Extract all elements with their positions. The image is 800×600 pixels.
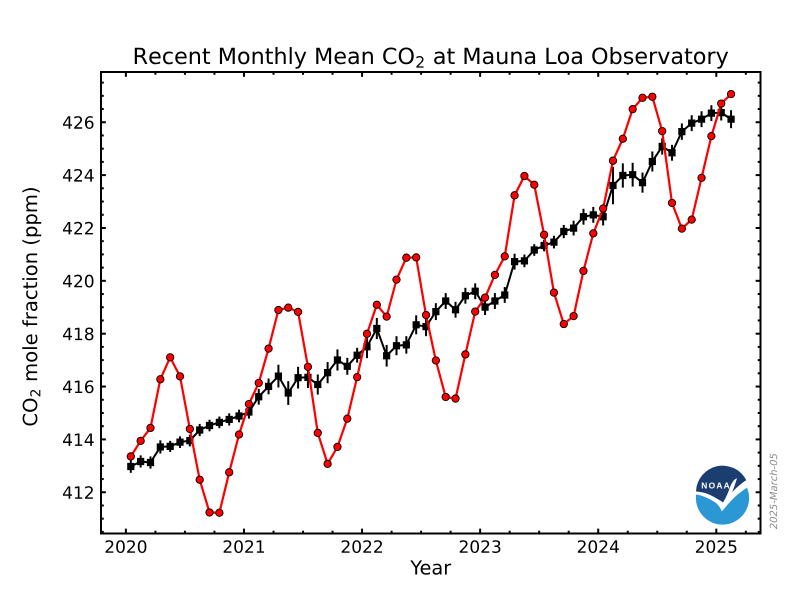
svg-text:NOAA: NOAA bbox=[701, 480, 730, 490]
